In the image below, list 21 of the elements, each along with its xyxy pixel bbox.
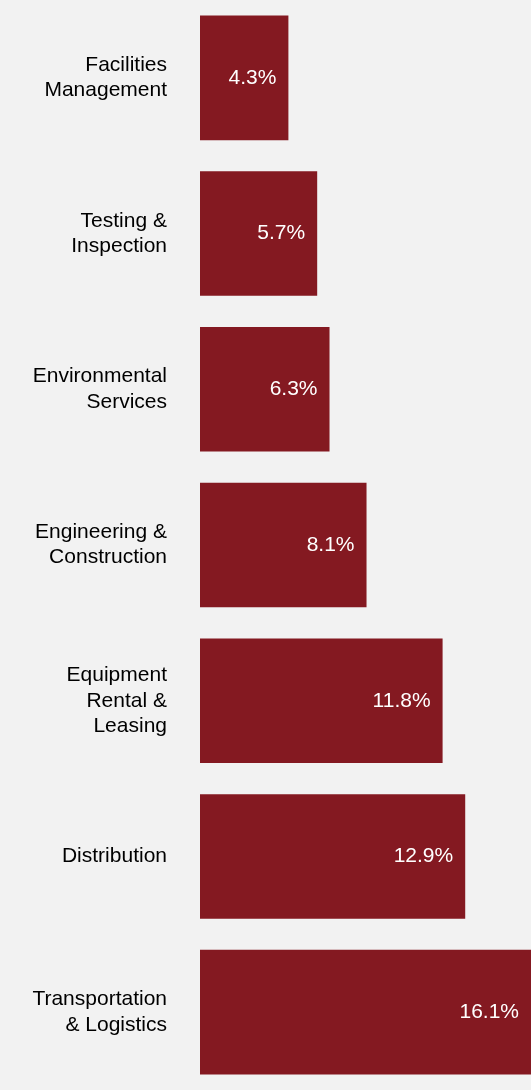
y-tick-label: Testing & Inspection	[71, 207, 167, 256]
y-tick-label: Distribution	[61, 843, 167, 867]
data-label: 11.8%	[372, 687, 431, 711]
y-tick-label: Transportation & Logistics	[32, 986, 167, 1035]
y-tick-label: Equipment Rental & Leasing	[66, 662, 168, 736]
data-label: 12.9%	[393, 843, 454, 867]
bar	[200, 171, 318, 296]
data-label: 5.7%	[257, 220, 306, 244]
data-label: 4.3%	[228, 64, 277, 88]
y-tick-label: Environmental Services	[32, 363, 167, 412]
bar	[200, 327, 330, 452]
bar	[200, 638, 443, 763]
y-tick-label: Facilities Management	[44, 52, 168, 101]
data-label: 8.1%	[306, 531, 355, 555]
bar	[200, 794, 466, 919]
data-label: 16.1%	[459, 998, 519, 1022]
data-label: 6.3%	[269, 376, 318, 400]
bar	[200, 482, 367, 608]
bar	[200, 949, 531, 1075]
y-tick-label: Engineering & Construction	[35, 519, 167, 568]
bar	[200, 15, 289, 141]
